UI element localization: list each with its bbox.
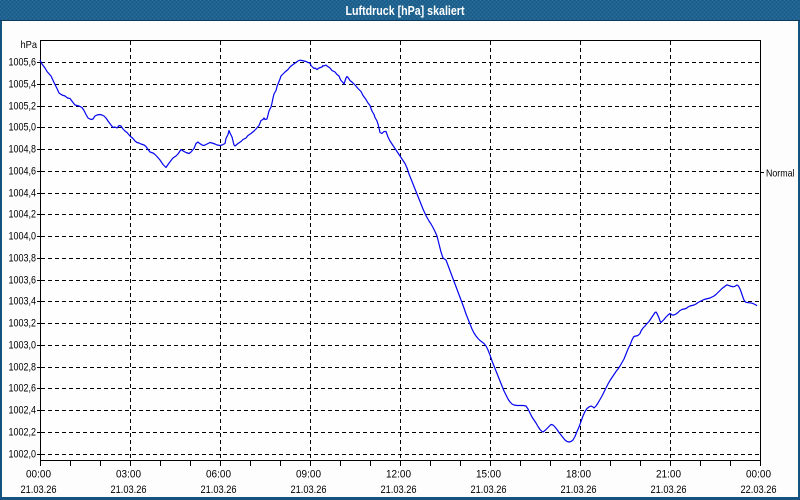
svg-text:09:00: 09:00 [296,469,321,481]
svg-text:1004,6: 1004,6 [9,166,37,178]
svg-text:1004,8: 1004,8 [9,144,37,156]
svg-text:1004,0: 1004,0 [9,231,37,243]
svg-text:1002,0: 1002,0 [9,449,37,461]
svg-text:1003,6: 1003,6 [9,275,37,287]
svg-text:00:00: 00:00 [26,469,51,481]
svg-text:1003,2: 1003,2 [9,318,37,330]
svg-text:21.03.26: 21.03.26 [21,484,57,496]
svg-text:21.03.26: 21.03.26 [111,484,147,496]
svg-text:00:00: 00:00 [746,469,771,481]
svg-text:21.03.26: 21.03.26 [291,484,327,496]
svg-text:1002,2: 1002,2 [9,427,37,439]
svg-text:Normal: Normal [766,168,795,180]
svg-text:1005,6: 1005,6 [9,57,37,69]
svg-text:21.03.26: 21.03.26 [561,484,597,496]
svg-text:1005,2: 1005,2 [9,101,37,113]
svg-text:21.03.26: 21.03.26 [201,484,237,496]
svg-text:06:00: 06:00 [206,469,231,481]
svg-text:1004,2: 1004,2 [9,209,37,221]
svg-text:1002,8: 1002,8 [9,362,37,374]
svg-text:hPa: hPa [21,39,38,51]
svg-text:1002,4: 1002,4 [9,405,37,417]
svg-text:1003,0: 1003,0 [9,340,37,352]
svg-text:21:00: 21:00 [656,469,681,481]
svg-text:12:00: 12:00 [386,469,411,481]
svg-text:Luftdruck [hPa] skaliert: Luftdruck [hPa] skaliert [346,3,466,18]
svg-text:21.03.26: 21.03.26 [381,484,417,496]
svg-text:1003,4: 1003,4 [9,296,37,308]
svg-text:1004,4: 1004,4 [9,188,37,200]
svg-text:1005,4: 1005,4 [9,79,37,91]
svg-text:1002,6: 1002,6 [9,383,37,395]
svg-text:15:00: 15:00 [476,469,501,481]
svg-text:1005,0: 1005,0 [9,122,37,134]
svg-text:22.03.26: 22.03.26 [741,484,777,496]
svg-text:21.03.26: 21.03.26 [471,484,507,496]
svg-text:03:00: 03:00 [116,469,141,481]
svg-text:1003,8: 1003,8 [9,253,37,265]
svg-text:18:00: 18:00 [566,469,591,481]
svg-text:21.03.26: 21.03.26 [651,484,687,496]
